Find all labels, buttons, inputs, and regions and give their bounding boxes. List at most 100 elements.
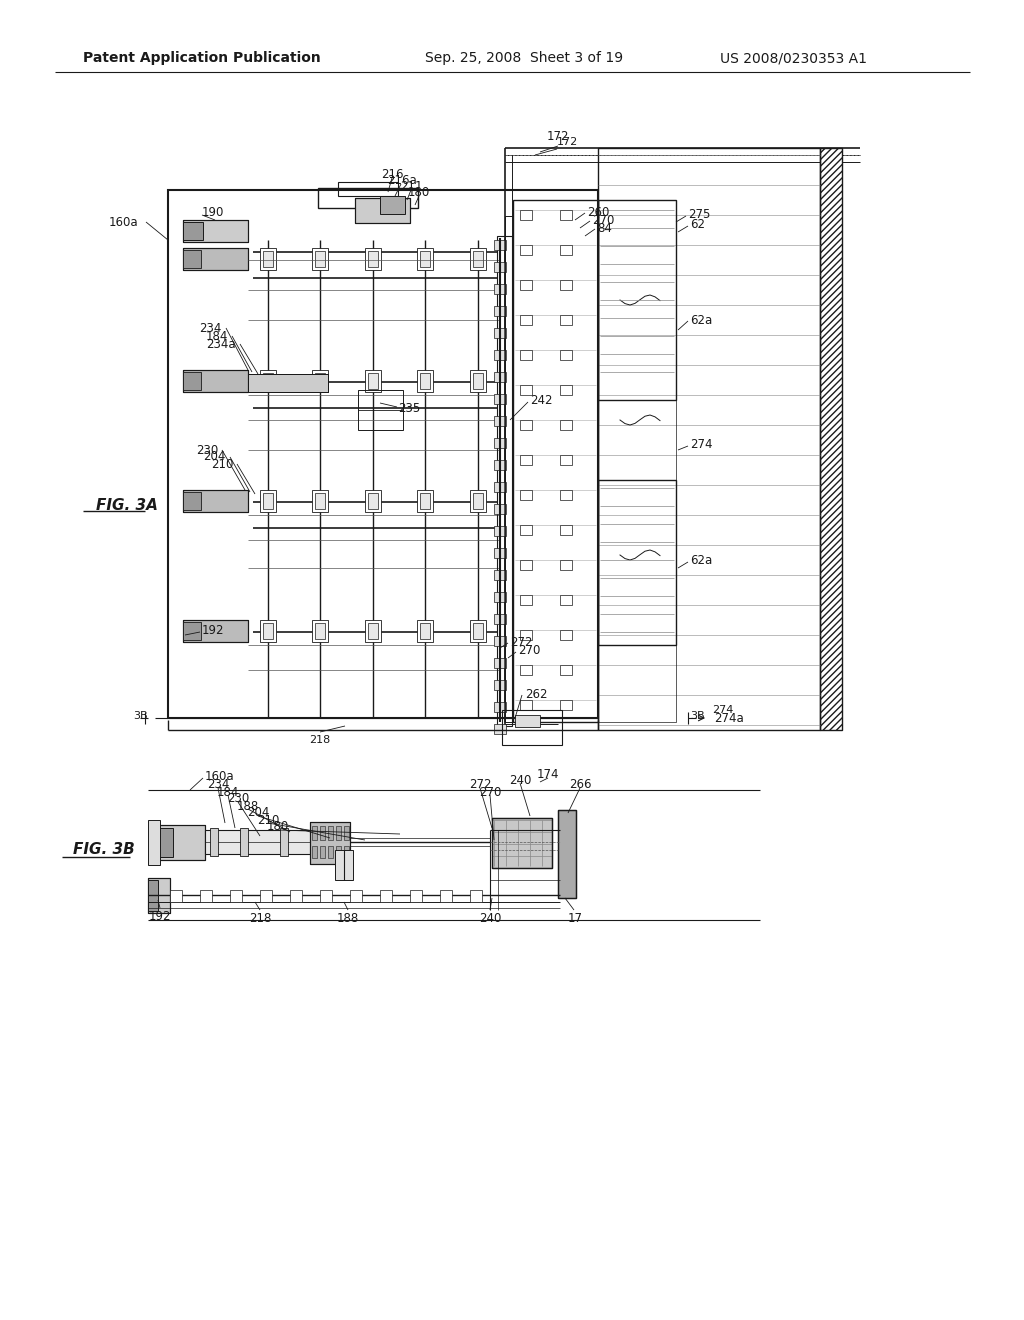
Text: 242: 242 — [530, 393, 553, 407]
Bar — [520, 280, 532, 290]
Bar — [520, 595, 532, 605]
Bar — [417, 490, 433, 512]
Bar — [248, 374, 328, 392]
Bar — [312, 620, 328, 642]
Text: 180: 180 — [267, 821, 289, 833]
Bar — [338, 182, 398, 195]
Bar — [183, 490, 248, 512]
Text: 204: 204 — [247, 807, 269, 820]
Bar — [148, 878, 170, 913]
Bar — [210, 828, 218, 855]
Bar — [335, 850, 353, 880]
Text: 3B: 3B — [690, 711, 705, 721]
Bar — [494, 614, 506, 624]
Bar — [155, 825, 205, 861]
Bar — [560, 246, 572, 255]
Bar — [183, 490, 248, 512]
Bar — [560, 560, 572, 570]
Text: 230: 230 — [227, 792, 249, 805]
Bar — [148, 880, 158, 911]
Bar — [494, 504, 506, 513]
Bar — [312, 846, 317, 858]
Text: 180: 180 — [408, 186, 430, 199]
Bar — [350, 890, 362, 902]
Bar — [470, 620, 486, 642]
Bar — [494, 284, 506, 294]
Text: 218: 218 — [309, 735, 331, 744]
Text: 272: 272 — [510, 635, 532, 648]
Bar — [183, 620, 248, 642]
Text: Patent Application Publication: Patent Application Publication — [83, 51, 321, 65]
Bar — [340, 828, 348, 855]
Bar — [170, 890, 182, 902]
Bar — [494, 306, 506, 315]
Bar — [520, 210, 532, 220]
Bar — [315, 828, 323, 855]
Bar — [470, 370, 486, 392]
Bar — [310, 822, 350, 865]
Bar — [200, 890, 212, 902]
Text: 188: 188 — [337, 912, 359, 925]
Text: 188: 188 — [237, 800, 259, 813]
Text: 272: 272 — [469, 779, 492, 792]
Bar — [505, 216, 513, 722]
Bar — [560, 210, 572, 220]
Bar — [248, 374, 328, 392]
Bar — [520, 385, 532, 395]
Bar — [520, 315, 532, 325]
Text: US 2008/0230353 A1: US 2008/0230353 A1 — [720, 51, 867, 65]
Bar — [355, 198, 410, 223]
Bar — [492, 818, 552, 869]
Text: 192: 192 — [148, 909, 171, 923]
Bar — [494, 327, 506, 338]
Bar — [520, 665, 532, 675]
Text: 3B: 3B — [133, 711, 148, 721]
Bar — [148, 878, 170, 913]
Bar — [315, 623, 325, 639]
Bar — [410, 890, 422, 902]
Bar — [365, 248, 381, 271]
Bar — [473, 251, 483, 267]
Bar — [312, 826, 317, 840]
Bar — [560, 280, 572, 290]
Text: 216a: 216a — [387, 174, 417, 187]
Text: 270: 270 — [479, 785, 501, 799]
Bar — [344, 846, 349, 858]
Bar — [470, 248, 486, 271]
Text: 17: 17 — [567, 912, 583, 925]
Text: 240: 240 — [509, 774, 531, 787]
Text: 230: 230 — [196, 444, 218, 457]
Bar — [263, 374, 273, 389]
Bar — [319, 846, 325, 858]
Bar — [310, 822, 350, 865]
Bar — [494, 702, 506, 711]
Bar — [494, 591, 506, 602]
Bar — [494, 459, 506, 470]
Bar — [365, 490, 381, 512]
Bar — [315, 492, 325, 510]
Text: 235: 235 — [398, 401, 420, 414]
Bar — [260, 248, 276, 271]
Bar — [558, 810, 575, 898]
Bar — [183, 372, 201, 389]
Bar — [420, 623, 430, 639]
Text: 274a: 274a — [714, 711, 743, 725]
Bar — [494, 657, 506, 668]
Text: 62a: 62a — [690, 314, 713, 326]
Bar — [494, 723, 506, 734]
Bar — [494, 372, 506, 381]
Bar — [520, 455, 532, 465]
Bar — [494, 393, 506, 404]
Text: 240: 240 — [479, 912, 501, 925]
Bar — [263, 623, 273, 639]
Bar — [502, 710, 562, 744]
Bar — [473, 492, 483, 510]
Bar — [168, 190, 598, 718]
Bar — [312, 248, 328, 271]
Bar — [368, 492, 378, 510]
Bar — [365, 620, 381, 642]
Text: 172: 172 — [557, 137, 579, 147]
Text: 174: 174 — [537, 768, 559, 781]
Text: 234a: 234a — [207, 338, 236, 351]
Bar — [230, 890, 242, 902]
